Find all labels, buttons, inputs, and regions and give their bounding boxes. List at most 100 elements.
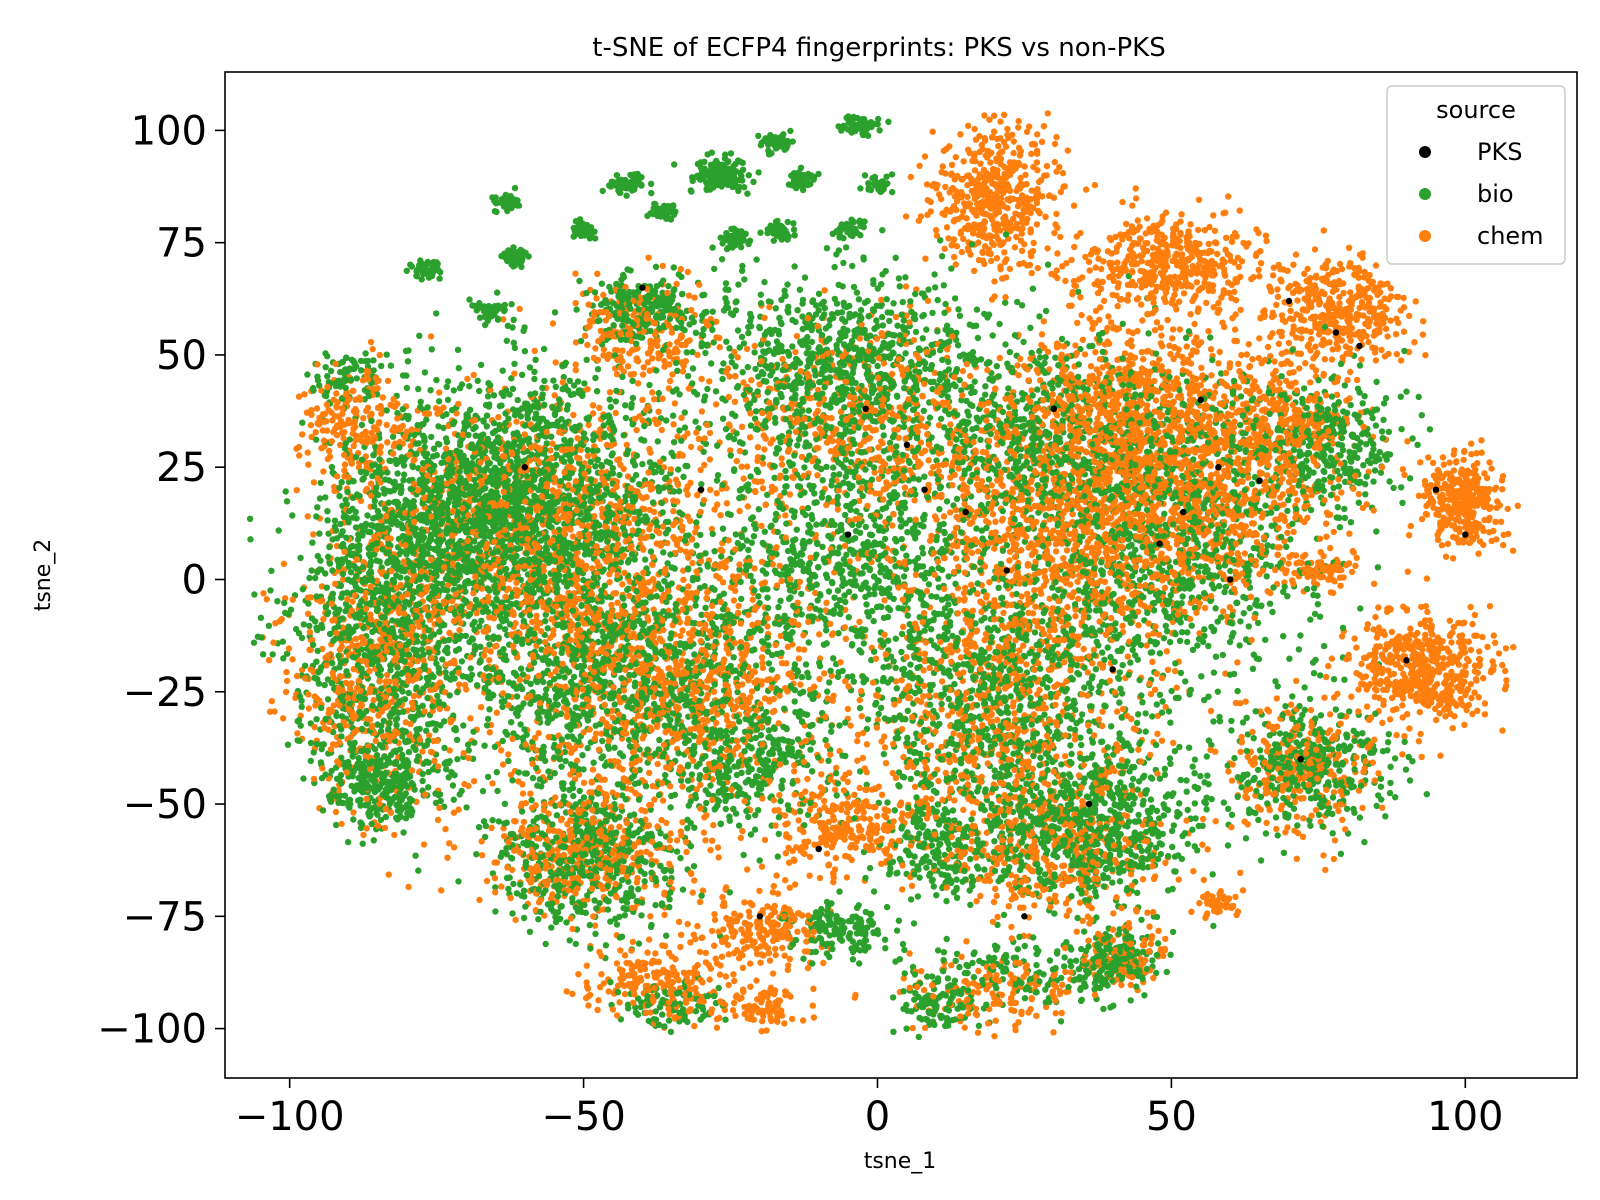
- scatter-point-bio: [606, 396, 613, 403]
- scatter-point-bio: [1357, 605, 1364, 612]
- scatter-point-bio: [527, 680, 534, 688]
- scatter-point-bio: [711, 265, 718, 273]
- scatter-point-chem: [844, 705, 852, 713]
- scatter-point-chem: [1361, 268, 1368, 276]
- scatter-point-chem: [1328, 655, 1336, 662]
- scatter-point-bio: [317, 759, 325, 766]
- scatter-point-chem: [779, 944, 786, 952]
- scatter-point-chem: [677, 931, 685, 938]
- scatter-point-bio: [1289, 346, 1296, 354]
- scatter-point-bio: [1002, 341, 1009, 348]
- scatter-point-chem: [722, 973, 730, 980]
- scatter-point-chem: [1492, 518, 1499, 525]
- scatter-point-bio: [813, 521, 820, 528]
- scatter-point-chem: [1272, 516, 1279, 523]
- scatter-point-bio: [1220, 799, 1228, 806]
- scatter-point-chem: [1347, 368, 1354, 376]
- scatter-point-bio: [697, 1016, 704, 1023]
- scatter-point-chem: [1382, 325, 1390, 333]
- scatter-point-bio: [1406, 475, 1414, 482]
- scatter-point-bio: [1317, 672, 1324, 679]
- scatter-point-chem: [391, 831, 398, 839]
- scatter-point-bio: [794, 307, 801, 314]
- scatter-point-chem: [685, 583, 692, 590]
- scatter-point-chem: [950, 253, 958, 261]
- scatter-point-chem: [1040, 123, 1048, 130]
- scatter-point-bio: [967, 901, 974, 908]
- scatter-point-bio: [994, 627, 1001, 634]
- scatter-point-chem: [1293, 677, 1300, 685]
- scatter-point-bio: [480, 818, 488, 825]
- scatter-point-bio: [722, 1016, 729, 1023]
- scatter-point-chem: [1036, 647, 1043, 654]
- scatter-point-bio: [768, 666, 775, 673]
- scatter-point-bio: [907, 661, 914, 668]
- scatter-point-bio: [342, 496, 349, 503]
- scatter-point-bio: [945, 573, 952, 580]
- scatter-point-bio: [934, 947, 942, 954]
- scatter-point-chem: [689, 559, 696, 567]
- scatter-point-bio: [875, 710, 882, 718]
- scatter-point-bio: [1224, 842, 1232, 849]
- scatter-point-chem: [581, 332, 589, 339]
- scatter-point-chem: [761, 836, 769, 844]
- scatter-point-chem: [1028, 150, 1035, 157]
- scatter-point-bio: [466, 296, 473, 303]
- scatter-point-bio: [727, 150, 735, 157]
- scatter-point-chem: [1449, 725, 1456, 732]
- scatter-point-bio: [892, 254, 899, 261]
- scatter-point-bio: [570, 792, 577, 800]
- scatter-point-chem: [1401, 733, 1408, 740]
- scatter-point-bio: [308, 567, 315, 574]
- scatter-point-chem: [1336, 300, 1343, 307]
- scatter-point-chem: [589, 766, 597, 773]
- scatter-point-bio: [1044, 261, 1052, 268]
- scatter-point-chem: [616, 999, 623, 1006]
- scatter-point-bio: [990, 608, 997, 616]
- scatter-point-chem: [265, 657, 273, 664]
- scatter-point-bio: [542, 618, 549, 625]
- scatter-point-chem: [858, 713, 865, 720]
- scatter-point-bio: [1287, 536, 1294, 543]
- scatter-point-chem: [1285, 560, 1292, 567]
- scatter-point-chem: [880, 496, 887, 503]
- scatter-point-bio: [449, 782, 457, 789]
- scatter-point-bio: [902, 350, 909, 357]
- scatter-point-bio: [665, 1017, 673, 1024]
- scatter-point-bio: [734, 327, 742, 334]
- scatter-point-chem: [720, 659, 727, 666]
- scatter-point-chem: [1212, 818, 1219, 825]
- scatter-point-bio: [923, 326, 930, 333]
- scatter-point-bio: [831, 263, 838, 271]
- scatter-point-bio: [474, 377, 481, 384]
- scatter-point-bio: [1002, 231, 1010, 238]
- scatter-point-bio: [1347, 519, 1355, 526]
- scatter-point-bio: [771, 474, 778, 481]
- scatter-point-chem: [1031, 587, 1038, 594]
- scatter-point-bio: [493, 208, 500, 216]
- scatter-point-bio: [1039, 618, 1046, 625]
- scatter-point-bio: [521, 324, 528, 331]
- scatter-point-bio: [1320, 642, 1328, 650]
- scatter-point-chem: [1375, 604, 1382, 611]
- scatter-point-bio: [900, 573, 908, 580]
- scatter-point-chem: [1342, 826, 1349, 833]
- scatter-point-bio: [433, 310, 440, 317]
- scatter-point-chem: [1126, 235, 1133, 242]
- scatter-point-chem: [908, 882, 916, 889]
- scatter-point-bio: [1017, 453, 1024, 460]
- scatter-point-bio: [790, 226, 798, 233]
- scatter-point-chem: [583, 962, 590, 969]
- scatter-point-bio: [912, 328, 920, 336]
- scatter-point-chem: [706, 456, 714, 463]
- scatter-point-bio: [612, 398, 619, 405]
- scatter-point-chem: [1104, 248, 1112, 255]
- scatter-point-chem: [1504, 505, 1511, 513]
- scatter-point-chem: [296, 452, 303, 459]
- scatter-point-bio: [1399, 499, 1406, 506]
- scatter-point-bio: [370, 357, 377, 364]
- scatter-point-chem: [1322, 866, 1329, 874]
- scatter-point-chem: [619, 581, 626, 588]
- scatter-point-chem: [1228, 777, 1236, 784]
- scatter-point-chem: [866, 815, 874, 823]
